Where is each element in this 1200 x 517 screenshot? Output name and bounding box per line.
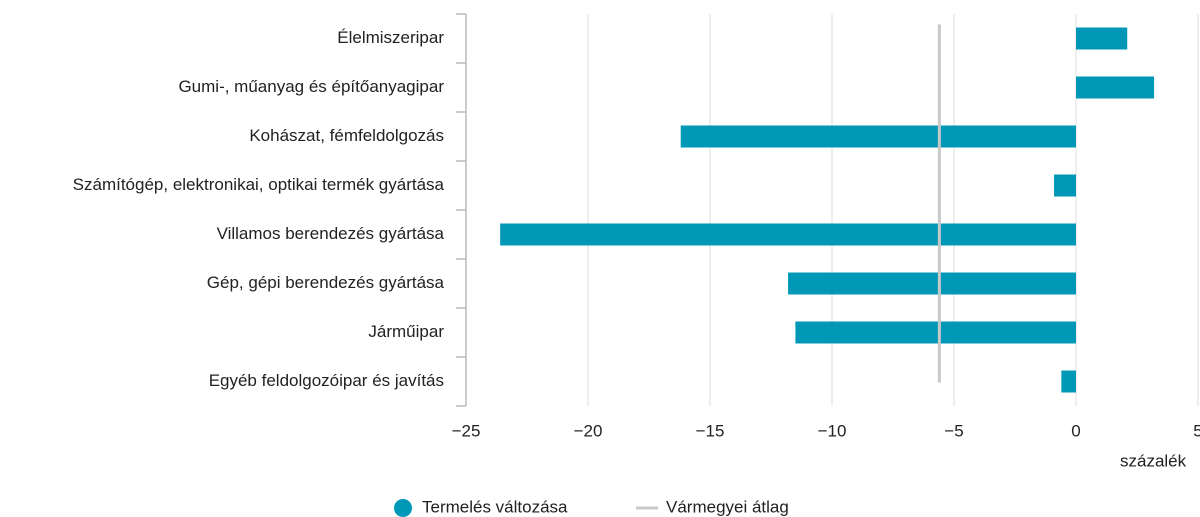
y-tick-label: Gumi-, műanyag és építőanyagipar [178, 77, 444, 96]
legend-marker [394, 499, 412, 517]
x-tick-label: −5 [944, 421, 963, 440]
x-tick-label: −25 [452, 421, 481, 440]
y-tick-label: Járműipar [368, 322, 444, 341]
x-tick-label: −20 [574, 421, 603, 440]
y-tick-label: Élelmiszeripar [337, 28, 444, 47]
x-tick-label: 5 [1193, 421, 1200, 440]
y-tick-label: Villamos berendezés gyártása [217, 224, 445, 243]
x-tick-label: −15 [696, 421, 725, 440]
x-axis-label: százalék [1120, 451, 1187, 470]
x-tick-label: 0 [1071, 421, 1080, 440]
bar [1054, 174, 1076, 197]
y-tick-label: Számítógép, elektronikai, optikai termék… [73, 175, 445, 194]
y-tick-label: Kohászat, fémfeldolgozás [249, 126, 444, 145]
bar [500, 223, 1076, 246]
bar [1076, 27, 1128, 50]
x-tick-label: −10 [818, 421, 847, 440]
bar [788, 272, 1076, 295]
legend-label: Termelés változása [422, 497, 568, 516]
y-tick-label: Egyéb feldolgozóipar és javítás [209, 371, 444, 390]
bar [795, 321, 1076, 344]
y-tick-label: Gép, gépi berendezés gyártása [207, 273, 445, 292]
bar [1061, 370, 1076, 393]
bar [1076, 76, 1155, 99]
bar [680, 125, 1076, 148]
legend-label: Vármegyei átlag [666, 497, 789, 516]
